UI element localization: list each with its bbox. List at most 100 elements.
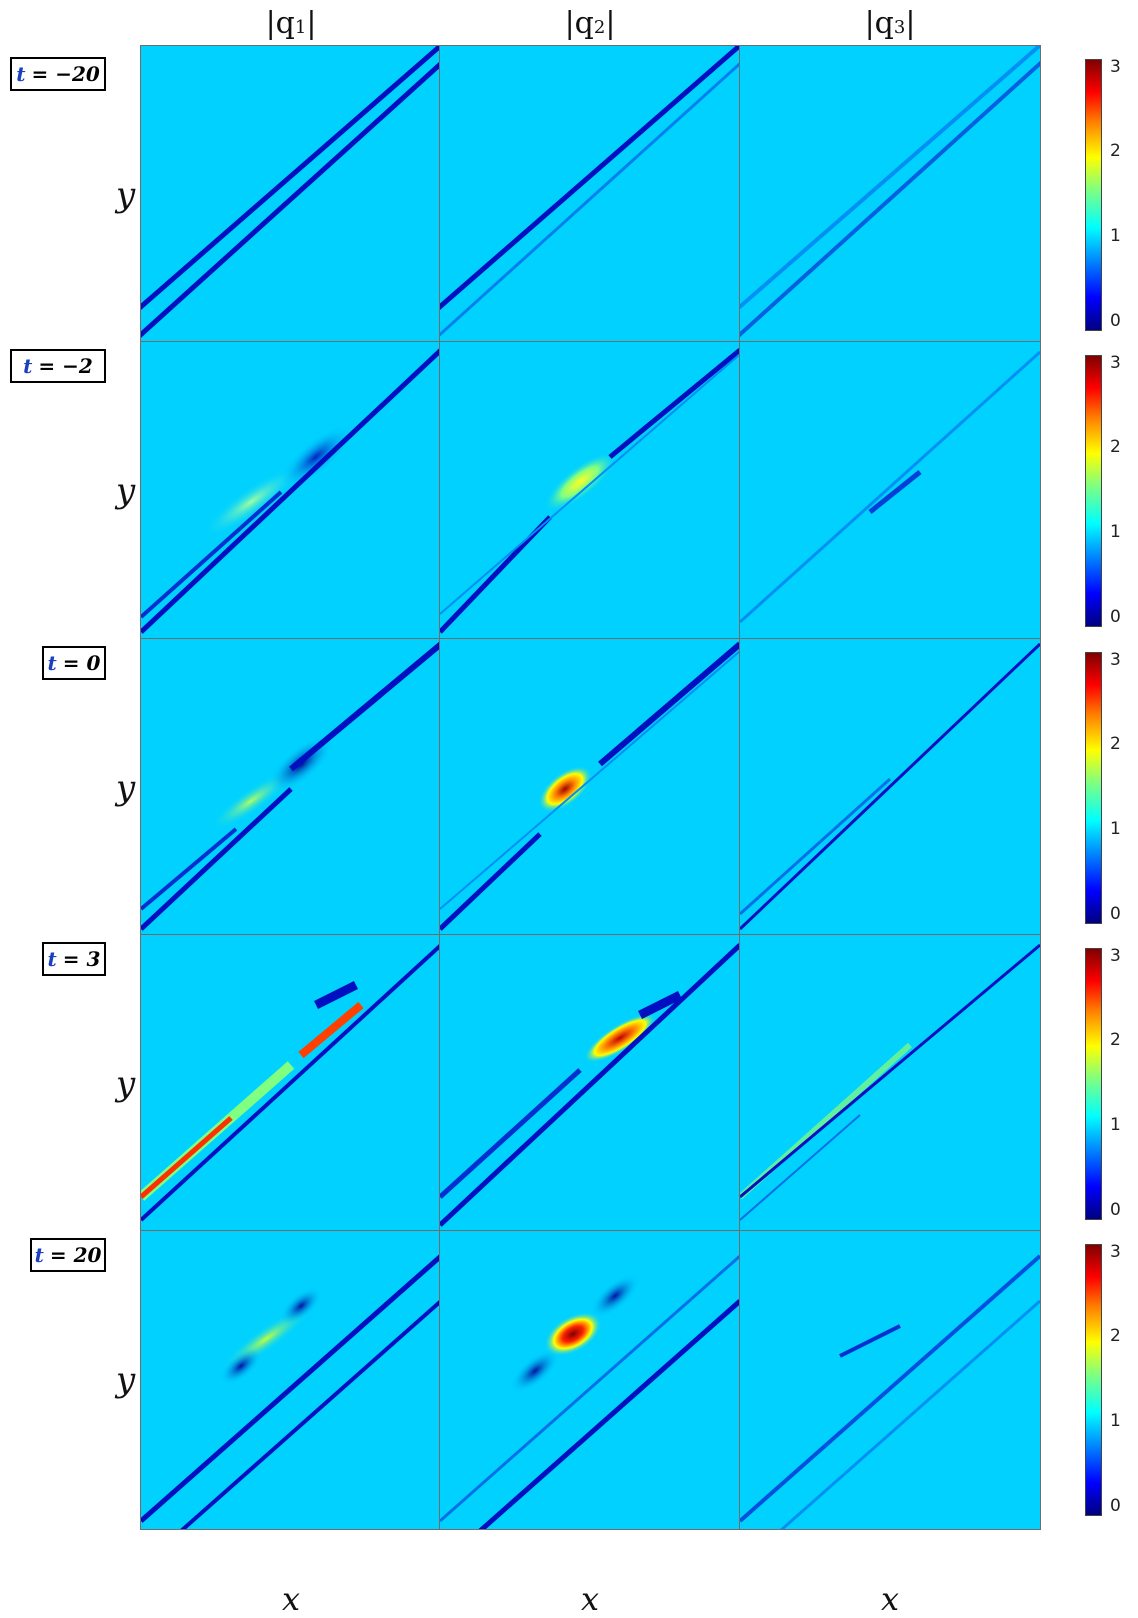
- soliton-line: [440, 353, 740, 615]
- row-t-minus-20: t = −20 y 3 2 1 0: [0, 45, 1138, 345]
- time-label-box: t = 0: [42, 646, 106, 680]
- soliton-line: [637, 990, 683, 1020]
- y-axis-label: y: [116, 768, 136, 808]
- soliton-line: [141, 348, 441, 634]
- soliton-line: [608, 348, 740, 459]
- heatmap-q2: [439, 1230, 741, 1530]
- heatmap-q1: [140, 934, 442, 1234]
- soliton-line: [289, 641, 441, 772]
- soliton-line: [141, 60, 441, 338]
- heatmap-q3: [739, 1230, 1041, 1530]
- heatmap-q1: [140, 341, 442, 641]
- intensity-lobe: [280, 1287, 322, 1325]
- intensity-lobe: [543, 451, 617, 513]
- soliton-line: [440, 515, 552, 634]
- soliton-line: [740, 1114, 861, 1221]
- soliton-line: [141, 827, 238, 911]
- colorbar-tick: 1: [1110, 522, 1121, 542]
- soliton-line: [440, 1254, 740, 1523]
- y-axis-label: y: [116, 1360, 136, 1400]
- colorbar-tick: 3: [1110, 946, 1121, 966]
- heatmap-q2: [439, 45, 741, 345]
- colorbar-tick: 1: [1110, 226, 1121, 246]
- soliton-line: [740, 1254, 1040, 1523]
- column-title-q3: |q3|: [864, 6, 916, 41]
- intensity-lobe: [280, 425, 352, 489]
- soliton-line: [141, 1116, 233, 1199]
- soliton-line: [740, 777, 892, 916]
- intensity-lobe: [537, 765, 593, 813]
- colorbar-tick: 3: [1110, 1242, 1121, 1262]
- colorbar-tick: 3: [1110, 57, 1121, 77]
- colorbar-tick: 2: [1110, 141, 1121, 161]
- time-label-box: t = 3: [42, 942, 106, 976]
- time-label-box: t = −2: [10, 349, 106, 383]
- colorbar-tick: 3: [1110, 353, 1121, 373]
- column-title-q2: |q2|: [564, 6, 616, 41]
- intensity-lobe: [590, 1274, 640, 1318]
- soliton-line: [440, 46, 740, 310]
- colorbar-tick: 0: [1110, 1496, 1121, 1516]
- colorbar-tick: 2: [1110, 1030, 1121, 1050]
- x-axis-label: x: [880, 1580, 900, 1618]
- soliton-line: [440, 650, 740, 910]
- colorbar: [1085, 1244, 1102, 1516]
- heatmap-q3: [739, 934, 1041, 1234]
- row-t-minus-2: t = −2 y 3 2 1 0: [0, 341, 1138, 641]
- soliton-line: [740, 60, 1040, 338]
- soliton-line: [440, 1068, 582, 1199]
- soliton-line: [868, 470, 922, 514]
- intensity-lobe: [583, 1013, 657, 1063]
- soliton-line: [141, 46, 441, 310]
- colorbar: [1085, 948, 1102, 1220]
- row-t-0: t = 0 y 3 2 1 0: [0, 638, 1138, 938]
- heatmap-q1: [140, 1230, 442, 1530]
- soliton-line: [740, 943, 1040, 1199]
- soliton-line: [180, 1299, 441, 1529]
- colorbar-tick: 0: [1110, 311, 1121, 331]
- colorbar-tick: 0: [1110, 607, 1121, 627]
- soliton-line: [740, 642, 1040, 931]
- soliton-line: [440, 832, 542, 931]
- heatmap-q3: [739, 45, 1041, 345]
- row-t-20: t = 20 y 3 2 1 0: [0, 1230, 1138, 1530]
- heatmap-q2: [439, 341, 741, 641]
- soliton-line: [598, 641, 740, 767]
- heatmap-q3: [739, 638, 1041, 938]
- y-axis-label: y: [116, 1064, 136, 1104]
- colorbar-tick: 0: [1110, 1200, 1121, 1220]
- colorbar-tick: 2: [1110, 1326, 1121, 1346]
- colorbar-tick: 0: [1110, 904, 1121, 924]
- soliton-line: [440, 61, 740, 337]
- intensity-lobe: [543, 1311, 603, 1357]
- colorbar-tick: 3: [1110, 650, 1121, 670]
- soliton-line: [298, 1001, 364, 1059]
- time-label-box: t = −20: [10, 57, 106, 91]
- soliton-line: [141, 787, 293, 931]
- y-axis-label: y: [116, 471, 136, 511]
- soliton-line: [779, 1299, 1040, 1529]
- heatmap-q2: [439, 934, 741, 1234]
- intensity-lobe: [510, 1349, 560, 1393]
- soliton-line: [839, 1324, 901, 1358]
- soliton-line: [740, 46, 1040, 310]
- y-axis-label: y: [116, 175, 136, 215]
- soliton-line: [141, 490, 283, 619]
- colorbar-tick: 2: [1110, 437, 1121, 457]
- colorbar-tick: 1: [1110, 1115, 1121, 1135]
- soliton-line: [440, 943, 740, 1227]
- intensity-lobe: [220, 1347, 262, 1385]
- heatmap-q1: [140, 45, 442, 345]
- time-label-box: t = 20: [30, 1238, 106, 1272]
- colorbar-tick: 1: [1110, 819, 1121, 839]
- colorbar-tick: 1: [1110, 1411, 1121, 1431]
- soliton-line: [141, 1254, 441, 1523]
- colorbar: [1085, 355, 1102, 627]
- soliton-line: [478, 1299, 740, 1529]
- heatmap-q3: [739, 341, 1041, 641]
- colorbar: [1085, 59, 1102, 331]
- x-axis-label: x: [281, 1580, 301, 1618]
- soliton-line: [141, 943, 441, 1222]
- x-axis-label: x: [580, 1580, 600, 1618]
- column-title-q1: |q1|: [265, 6, 317, 41]
